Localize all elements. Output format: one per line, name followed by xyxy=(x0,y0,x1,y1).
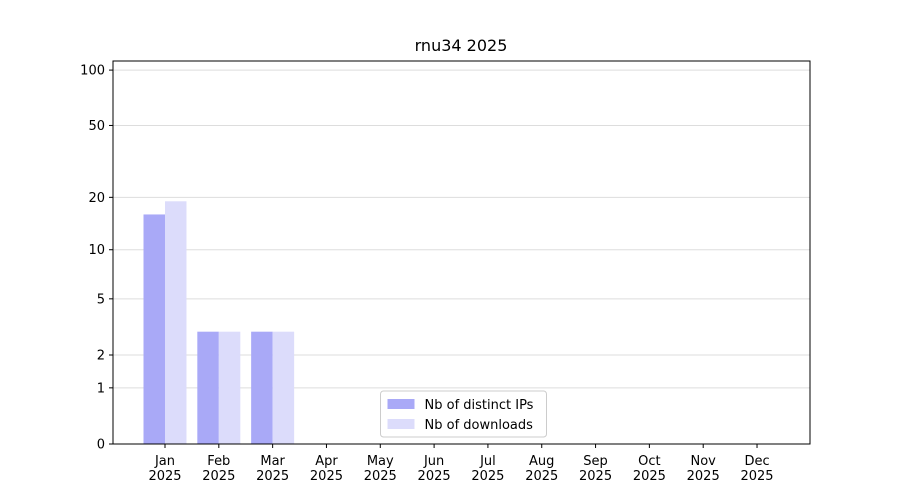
y-tick-label: 100 xyxy=(80,64,105,79)
y-tick-label: 2 xyxy=(97,348,105,363)
x-tick-label: Nov 2025 xyxy=(687,454,720,484)
legend-swatch xyxy=(387,399,415,409)
legend-box xyxy=(380,390,547,438)
bar xyxy=(251,331,273,444)
x-tick-label: Feb 2025 xyxy=(202,454,235,484)
x-tick-label: Aug 2025 xyxy=(525,454,558,484)
chart-title: rnu34 2025 xyxy=(415,36,508,55)
plot-frame xyxy=(112,60,811,445)
y-tick-label: 1 xyxy=(97,381,105,396)
x-tick-label: Dec 2025 xyxy=(740,454,773,484)
y-tick-label: 10 xyxy=(88,243,105,258)
x-tick-label: Jul 2025 xyxy=(471,454,504,484)
legend-label: Nb of downloads xyxy=(425,418,534,433)
legend-swatch xyxy=(387,419,415,429)
x-tick-label: Sep 2025 xyxy=(579,454,612,484)
y-tick-label: 50 xyxy=(88,119,105,134)
y-tick-label: 0 xyxy=(97,438,105,453)
bar xyxy=(272,331,295,444)
x-tick-label: May 2025 xyxy=(364,454,397,484)
legend-label: Nb of distinct IPs xyxy=(425,398,534,413)
x-tick-label: Jan 2025 xyxy=(148,454,181,484)
bar xyxy=(143,214,165,444)
x-tick-label: Apr 2025 xyxy=(310,454,343,484)
bar xyxy=(165,201,187,444)
bar xyxy=(197,331,219,444)
x-tick-label: Mar 2025 xyxy=(256,454,289,484)
x-tick-label: Oct 2025 xyxy=(633,454,666,484)
y-tick-label: 5 xyxy=(97,292,105,307)
y-tick-label: 20 xyxy=(88,191,105,206)
bar xyxy=(218,331,241,444)
legend: Nb of distinct IPs Nb of downloads xyxy=(380,390,547,438)
x-tick-label: Jun 2025 xyxy=(418,454,451,484)
